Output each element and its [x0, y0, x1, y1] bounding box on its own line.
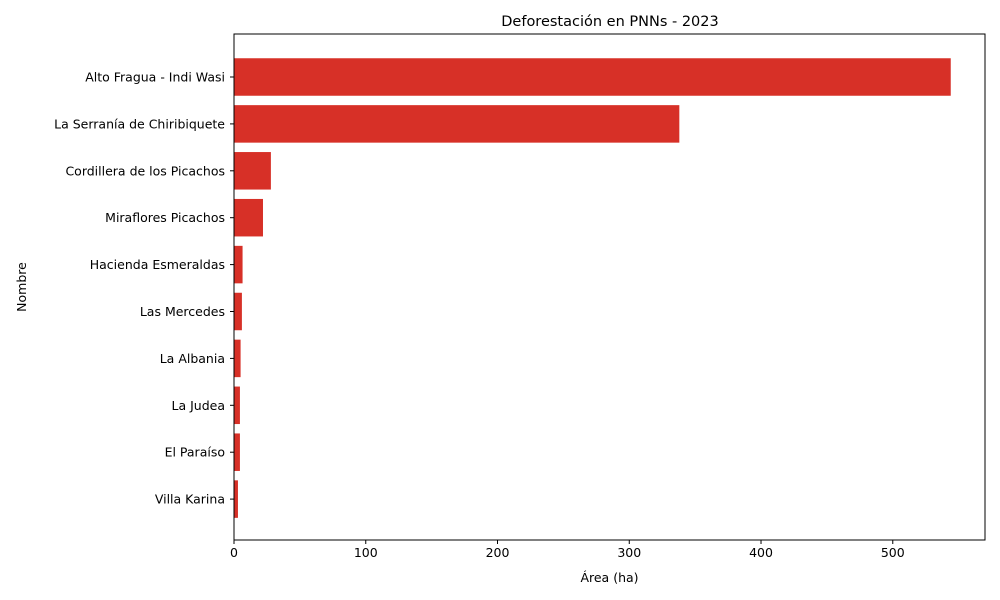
- x-tick-label: 500: [881, 545, 905, 560]
- x-axis-ticks: 0 100 200 300 400 500: [230, 540, 905, 560]
- bar-miraflores-picachos: [234, 198, 263, 237]
- bar-la-judea: [234, 386, 240, 425]
- y-tick-label: Miraflores Picachos: [105, 210, 225, 225]
- y-tick-label: Hacienda Esmeraldas: [90, 257, 225, 272]
- y-axis-ticks: Alto Fragua - Indi Wasi La Serranía de Ch…: [54, 70, 234, 507]
- plot-frame: [233, 33, 986, 541]
- y-tick-label: Las Mercedes: [140, 304, 225, 319]
- x-tick-label: 400: [749, 545, 773, 560]
- y-tick-label: La Serranía de Chiribiquete: [54, 116, 225, 131]
- x-tick-label: 0: [230, 545, 238, 560]
- bar-el-paraiso: [234, 433, 240, 471]
- x-tick-label: 100: [354, 545, 378, 560]
- y-tick-label: Cordillera de los Picachos: [65, 163, 225, 178]
- y-tick-label: Alto Fragua - Indi Wasi: [85, 70, 225, 85]
- bar-cordillera-de-los-picachos: [234, 152, 271, 190]
- bars-group: [234, 58, 951, 518]
- y-tick-label: La Albania: [160, 351, 225, 366]
- y-tick-label: Villa Karina: [155, 492, 225, 507]
- x-axis-label: Área (ha): [580, 570, 638, 585]
- x-tick-label: 200: [486, 545, 510, 560]
- x-tick-label: 300: [617, 545, 641, 560]
- bar-la-albania: [234, 339, 241, 378]
- bar-las-mercedes: [234, 292, 242, 331]
- y-axis-label: Nombre: [14, 262, 29, 312]
- bar-alto-fragua-indi-wasi: [234, 58, 951, 96]
- y-tick-label: El Paraíso: [165, 445, 225, 460]
- bar-hacienda-esmeraldas: [234, 245, 243, 284]
- bar-la-serrania-de-chiribiquete: [234, 105, 680, 143]
- bar-villa-karina: [234, 480, 238, 518]
- y-tick-label: La Judea: [172, 398, 226, 413]
- chart-title: Deforestación en PNNs - 2023: [501, 14, 719, 30]
